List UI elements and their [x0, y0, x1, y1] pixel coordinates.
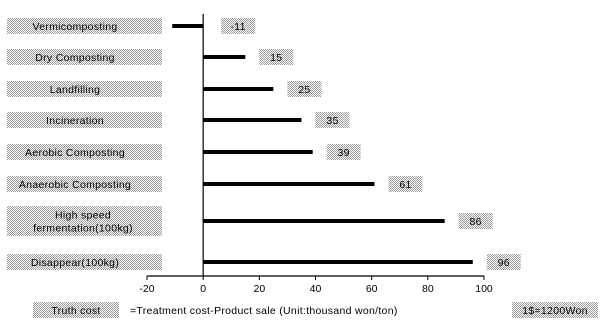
category-label: High speed [55, 210, 111, 222]
bar [203, 260, 473, 264]
category-label-box [7, 144, 162, 160]
bar [203, 150, 313, 154]
bar [203, 219, 445, 223]
value-labels: -11 15 25 35 39 61 86 96 [221, 18, 521, 270]
footnote-exchange-box [512, 302, 598, 318]
category-label: Vermicomposting [32, 21, 117, 33]
x-tick-label: -20 [139, 283, 154, 295]
value-label: -11 [231, 21, 246, 33]
category-label-box [7, 81, 162, 97]
category-label-box [7, 112, 162, 128]
category-label: Aerobic Composting [25, 147, 125, 159]
value-label: 15 [270, 52, 282, 64]
category-label: Landfilling [50, 84, 101, 96]
value-label-box [221, 18, 256, 34]
value-label-box [259, 49, 294, 65]
bars [172, 24, 473, 264]
x-tick-label: 100 [475, 283, 493, 295]
value-label: 96 [498, 257, 510, 269]
value-label: 86 [470, 216, 482, 228]
category-label: Dry Composting [35, 52, 114, 64]
bar [203, 55, 246, 59]
value-label: 35 [326, 115, 338, 127]
category-label-box [7, 49, 162, 65]
footnote: Truth cost =Treatment cost-Product sale … [33, 302, 598, 318]
category-label-box [7, 206, 162, 236]
bar [203, 118, 302, 122]
category-label: Incineration [46, 115, 104, 127]
category-label-box [7, 18, 162, 34]
x-tick-label: 20 [253, 283, 265, 295]
footnote-formula: =Treatment cost-Product sale (Unit:thous… [130, 305, 398, 317]
category-label-box [7, 176, 162, 192]
value-label-box [458, 213, 493, 229]
category-label-box [7, 254, 162, 270]
x-tick-label: 40 [310, 283, 322, 295]
x-tick-label: 0 [200, 283, 206, 295]
footnote-key-box [33, 302, 119, 318]
value-label-box [486, 254, 521, 270]
footnote-exchange: 1$=1200Won [522, 305, 588, 317]
bar [203, 87, 274, 91]
value-label-box [287, 81, 322, 97]
x-tick-label: 60 [366, 283, 378, 295]
footnote-key: Truth cost [51, 305, 100, 317]
x-tick-label: 80 [422, 283, 434, 295]
bar [203, 182, 375, 186]
bar [172, 24, 204, 28]
category-labels: Vermicomposting Dry Composting Landfilling… [7, 18, 162, 270]
category-label: Anaerobic Composting [19, 179, 131, 191]
value-label-box [326, 144, 361, 160]
value-label-box [388, 176, 423, 192]
value-label: 61 [399, 179, 411, 191]
category-label: fermentation(100kg) [33, 223, 133, 235]
value-label: 25 [298, 84, 310, 96]
axes: -20 0 20 40 60 80 100 [139, 14, 493, 295]
value-label: 39 [338, 147, 350, 159]
category-label: Disappear(100kg) [31, 257, 119, 269]
value-label-box [315, 112, 350, 128]
